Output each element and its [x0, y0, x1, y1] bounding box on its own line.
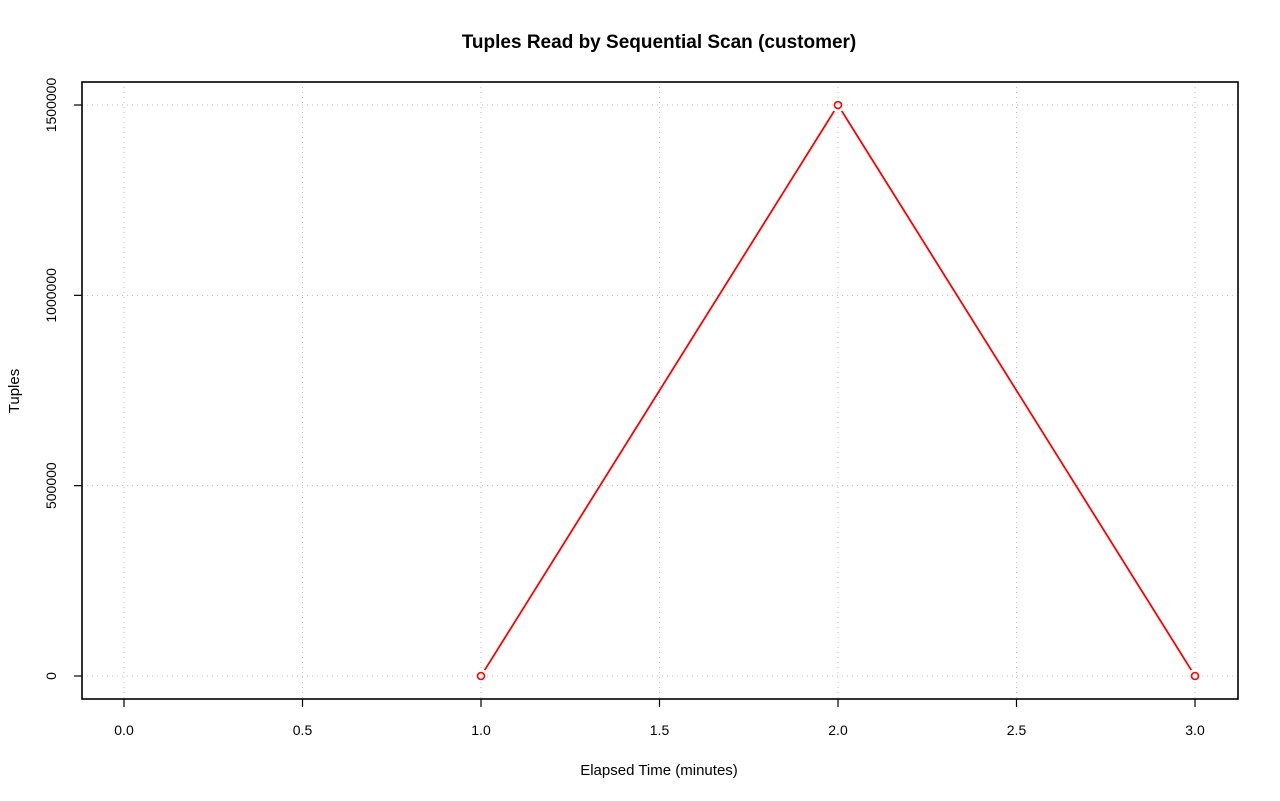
x-tick-label: 1.5: [650, 722, 670, 738]
y-tick-label: 500000: [43, 462, 59, 509]
y-axis: 0 500000 1000000 1500000: [43, 78, 82, 680]
series-line-segment: [483, 110, 836, 671]
x-tick-label: 2.5: [1007, 722, 1027, 738]
x-axis: 0.0 0.5 1.0 1.5 2.0 2.5 3.0: [114, 699, 1205, 738]
x-tick-label: 2.0: [828, 722, 848, 738]
x-tick-label: 3.0: [1185, 722, 1205, 738]
x-tick-label: 1.0: [471, 722, 491, 738]
x-tick-label: 0.0: [114, 722, 134, 738]
y-axis-label: Tuples: [6, 369, 23, 413]
x-tick-label: 0.5: [293, 722, 313, 738]
y-tick-label: 0: [43, 672, 59, 680]
series-line-segment: [840, 110, 1193, 671]
data-point: [1190, 671, 1200, 681]
data-point: [476, 671, 486, 681]
series-layer: [476, 100, 1200, 681]
data-point: [833, 100, 843, 110]
x-axis-label: Elapsed Time (minutes): [580, 762, 738, 779]
y-tick-label: 1500000: [43, 78, 59, 133]
y-tick-label: 1000000: [43, 268, 59, 323]
chart-title: Tuples Read by Sequential Scan (customer…: [462, 32, 857, 53]
